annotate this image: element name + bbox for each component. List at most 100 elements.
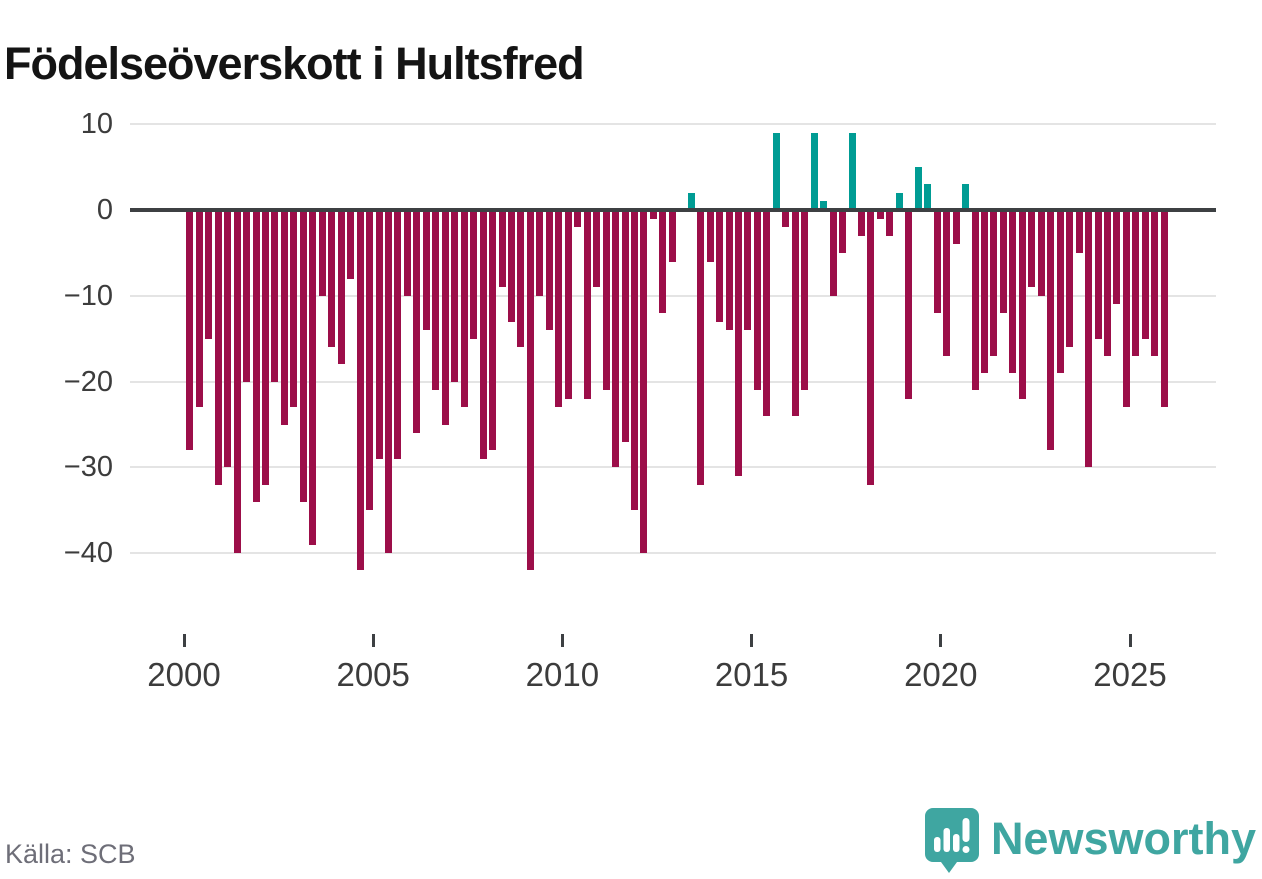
bar-2006-q2 [422,210,430,331]
bar-2023-q1 [1056,210,1064,373]
bar-2003-q4 [328,210,336,348]
bar-2003-q1 [299,210,307,502]
bar-2020-q2 [952,210,960,245]
bar-2024-q4 [1122,210,1130,408]
bar-2020-q3 [962,184,969,210]
bar-2018-q1 [867,210,875,485]
bar-2019-q3 [924,184,932,210]
bar-2012-q2 [649,210,657,219]
bar-2017-q1 [829,210,837,296]
bar-2023-q4 [1085,210,1092,468]
bar-2005-q1 [375,210,383,459]
bar-2011-q3 [621,210,629,442]
bar-2015-q2 [763,210,771,416]
bar-2015-q3 [772,132,780,210]
bar-2000-q3 [205,210,213,339]
bar-2000-q4 [214,210,222,485]
y-tick-label: 0 [96,194,113,226]
bar-2013-q4 [706,210,714,262]
bar-2009-q2 [536,210,544,296]
bar-2015-q1 [753,210,761,391]
bar-2001-q4 [252,210,260,502]
bar-2000-q1 [186,210,194,451]
bar-2014-q1 [716,210,724,322]
x-tick-mark [182,634,186,647]
x-tick-label: 2000 [147,656,221,693]
gridline [130,466,1216,469]
x-tick-label: 2015 [714,656,789,693]
x-tick-mark [1128,634,1132,647]
bar-2019-q2 [914,167,922,210]
bar-2024-q2 [1103,210,1111,356]
bar-2023-q3 [1075,210,1083,253]
bar-2021-q1 [980,210,988,373]
bar-2006-q3 [432,210,440,391]
x-tick-mark [371,634,375,647]
bar-2017-q2 [839,210,846,253]
x-tick-label: 2005 [336,656,410,693]
bar-2008-q4 [517,210,525,348]
bar-2021-q3 [999,210,1007,313]
bar-2003-q3 [318,210,326,296]
bar-2016-q1 [791,210,799,416]
bar-2009-q1 [526,210,534,571]
bar-2022-q1 [1018,210,1026,399]
bar-2009-q4 [555,210,563,408]
y-tick-label: −30 [63,451,113,484]
bar-2013-q3 [697,210,705,485]
bar-2014-q4 [744,210,752,331]
bar-2013-q2 [687,192,695,210]
bar-2004-q3 [356,210,364,571]
gridline [130,294,1216,297]
bar-2007-q1 [451,210,459,382]
bar-2025-q4 [1160,210,1168,408]
newsworthy-logo-icon [924,808,979,873]
bar-2015-q4 [782,210,790,228]
bar-2007-q3 [470,210,478,339]
bar-2016-q3 [810,132,818,210]
bar-2022-q2 [1028,210,1036,288]
y-tick-label: −10 [63,279,113,312]
birth-surplus-chart: 10 0 −10 −20 −30 −40 2000 2005 2010 2015 2020 2025 [63,108,1216,693]
bar-2011-q2 [612,210,619,468]
bar-2005-q3 [394,210,402,459]
gridline [130,123,1216,126]
zero-line [130,208,1216,212]
bar-2025-q3 [1151,210,1159,356]
bar-2010-q2 [574,210,582,228]
bar-2001-q1 [224,210,232,468]
bar-2016-q4 [820,201,828,210]
bar-2023-q2 [1066,210,1074,348]
bar-2002-q4 [290,210,298,408]
bar-2018-q4 [895,192,903,210]
bar-2011-q4 [630,210,638,511]
bar-2008-q2 [498,210,506,288]
bar-2005-q4 [403,210,411,296]
bar-2003-q2 [309,210,317,545]
bar-2010-q4 [593,210,601,288]
bar-2004-q1 [337,210,345,365]
x-tick-label: 2020 [904,656,978,693]
page-title: Födelseöverskott i Hultsfred [4,38,585,90]
bar-2000-q2 [195,210,203,408]
x-tick-mark [750,634,754,647]
bar-2004-q2 [347,210,355,279]
bar-2005-q2 [385,210,392,554]
bar-2018-q2 [876,210,884,219]
bar-2025-q2 [1141,210,1149,339]
bar-2020-q4 [971,210,979,391]
bar-2001-q2 [233,210,241,554]
bar-2012-q3 [659,210,667,313]
source-caption: Källa: SCB [5,839,136,869]
bar-2017-q3 [848,132,856,210]
bar-2014-q2 [725,210,733,331]
bar-2022-q3 [1037,210,1045,296]
bar-2002-q1 [262,210,269,485]
bar-2022-q4 [1047,210,1055,451]
bar-2007-q2 [460,210,468,408]
bar-2006-q4 [441,210,449,425]
bar-2025-q1 [1132,210,1140,356]
bar-2004-q4 [366,210,373,511]
bar-2019-q1 [905,210,913,399]
newsworthy-logo: Newsworthy [921,804,1256,874]
